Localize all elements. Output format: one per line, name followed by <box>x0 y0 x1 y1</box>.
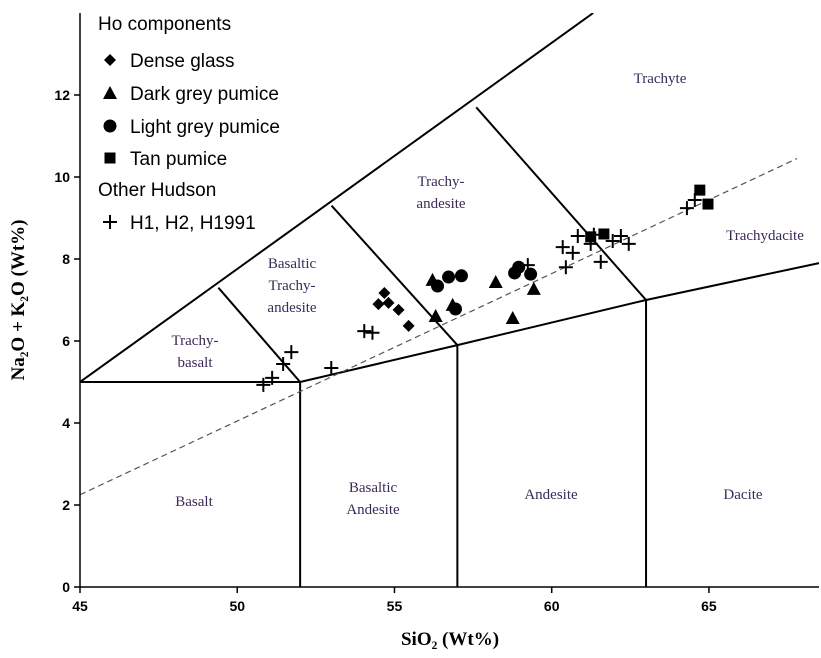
x-tick-label: 55 <box>387 598 403 614</box>
x-axis-label: SiO₂ (Wt%) <box>401 629 499 650</box>
legend-label: Dense glass <box>130 51 235 72</box>
point <box>526 281 541 295</box>
legend-item: Tan pumice <box>104 149 227 170</box>
point <box>687 192 702 207</box>
field-boundary <box>330 205 459 346</box>
x-tick-label: 65 <box>701 598 717 614</box>
field-boundary <box>475 106 647 301</box>
point <box>256 377 271 392</box>
point <box>524 267 538 281</box>
legend-label: H1, H2, H1991 <box>130 213 256 234</box>
field-name: Trachy- <box>269 278 316 294</box>
legend-swatch <box>104 152 116 164</box>
marks <box>256 184 714 392</box>
legend-swatch <box>104 54 116 66</box>
point <box>593 254 608 269</box>
point <box>570 229 585 244</box>
point <box>372 298 385 311</box>
y-tick-label: 12 <box>54 87 70 103</box>
point <box>505 311 520 325</box>
point <box>265 370 280 385</box>
y-tick-label: 6 <box>62 333 70 349</box>
x-tick-label: 50 <box>229 598 245 614</box>
fields <box>80 13 820 587</box>
axes: 45 50 55 60 65 0 2 4 6 8 10 12 <box>54 13 819 614</box>
point <box>392 303 405 316</box>
y-tick-label: 10 <box>54 169 70 185</box>
point <box>702 198 714 210</box>
y-tick-label: 2 <box>62 497 70 513</box>
field-name: Basaltic <box>268 256 317 272</box>
point <box>613 229 628 244</box>
y-tick-label: 4 <box>62 415 70 431</box>
point <box>357 324 372 339</box>
legend-heading: Ho components <box>98 14 231 35</box>
point <box>598 228 610 240</box>
legend-heading: Other Hudson <box>98 180 216 201</box>
point <box>448 302 462 316</box>
field-name: andesite <box>416 196 465 212</box>
legend-label: Tan pumice <box>130 149 227 170</box>
y-tick-label: 8 <box>62 251 70 267</box>
legend-swatch <box>103 86 117 99</box>
point <box>382 296 395 309</box>
field-name: andesite <box>267 300 316 316</box>
field-name: Basaltic <box>349 480 398 496</box>
point <box>431 279 445 293</box>
field-boundary <box>80 158 798 496</box>
legend-item: Dense glass <box>104 51 235 72</box>
field-name: Trachydacite <box>726 228 804 244</box>
point <box>454 269 468 283</box>
point <box>558 260 573 275</box>
point <box>583 236 598 251</box>
point <box>276 356 291 371</box>
point <box>621 236 636 251</box>
point <box>365 325 380 340</box>
field-name: Dacite <box>723 487 762 503</box>
point <box>402 319 415 332</box>
point <box>555 240 570 255</box>
legend-swatch <box>103 215 117 229</box>
point <box>679 201 694 216</box>
legend-label: Light grey pumice <box>130 117 280 138</box>
field-name: Trachy- <box>418 174 465 190</box>
legend-swatch <box>103 119 117 133</box>
point <box>378 287 391 300</box>
field-name: Trachyte <box>634 71 687 87</box>
field-boundary <box>299 262 820 383</box>
field-name: Basalt <box>175 494 213 510</box>
field-name: Andesite <box>346 502 400 518</box>
point <box>442 270 456 284</box>
point <box>605 233 620 248</box>
point <box>428 308 443 322</box>
y-tick-label: 0 <box>62 579 70 595</box>
y-axis-label: Na₂O + K₂O (Wt%) <box>8 219 29 380</box>
field-name: Andesite <box>524 487 578 503</box>
point <box>565 245 580 260</box>
field-boundary <box>80 13 594 383</box>
x-tick-label: 45 <box>72 598 88 614</box>
point <box>324 361 339 376</box>
legend-label: Dark grey pumice <box>130 84 279 105</box>
x-tick-label: 60 <box>544 598 560 614</box>
legend-item: H1, H2, H1991 <box>103 213 256 234</box>
field-name: Trachy- <box>172 333 219 349</box>
field-boundary <box>217 287 301 383</box>
point <box>488 274 503 288</box>
legend-item: Dark grey pumice <box>103 84 279 105</box>
point <box>694 184 706 196</box>
point <box>284 345 299 360</box>
legend-item: Light grey pumice <box>103 117 280 138</box>
point <box>520 258 535 273</box>
point <box>512 260 526 274</box>
field-name: basalt <box>178 355 214 371</box>
point <box>586 227 601 242</box>
